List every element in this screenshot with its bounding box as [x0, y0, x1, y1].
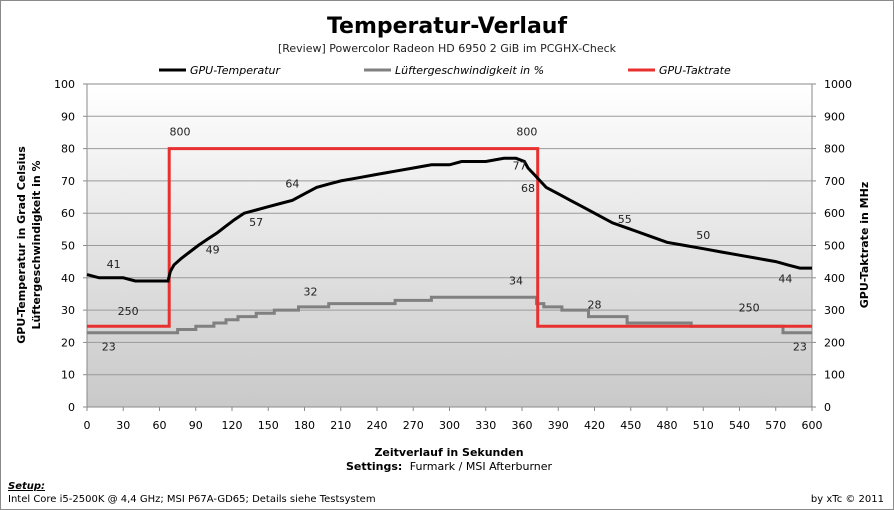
settings-label: Settings:	[346, 460, 402, 473]
y-tick-right: 800	[824, 143, 845, 156]
data-label: 64	[285, 177, 299, 190]
series-line-fan	[87, 295, 812, 335]
x-tick: 210	[330, 419, 351, 432]
y-axis-left-label-1: GPU-Temperatur in Grad Celsius	[15, 146, 28, 344]
legend: GPU-Temperatur Lüftergeschwindigkeit in …	[159, 64, 731, 77]
y-tick-left: 80	[61, 143, 75, 156]
data-label: 800	[516, 126, 537, 139]
legend-label-clock: GPU-Taktrate	[659, 64, 731, 77]
x-tick: 360	[512, 419, 533, 432]
x-tick: 150	[258, 419, 279, 432]
data-label: 57	[249, 216, 263, 229]
data-label: 23	[793, 340, 807, 353]
x-tick: 0	[84, 419, 91, 432]
data-label: 250	[739, 302, 760, 315]
credit: by xTc © 2011	[810, 494, 884, 505]
data-label: 23	[102, 340, 116, 353]
data-label: 800	[170, 126, 191, 139]
y-tick-right: 400	[824, 272, 845, 285]
y-tick-right: 200	[824, 336, 845, 349]
x-tick: 600	[802, 419, 823, 432]
data-label: 34	[509, 274, 523, 287]
setup-label: Setup:	[8, 481, 46, 492]
y-tick-left: 60	[61, 207, 75, 220]
y-tick-left: 10	[61, 369, 75, 382]
data-labels: 41 250 23 800 49 57 64 32 34 800 77 68 28 55 50 250 44 23	[102, 126, 807, 354]
data-label: 50	[696, 229, 710, 242]
x-tick: 270	[403, 419, 424, 432]
data-label: 32	[304, 286, 318, 299]
series-line-temperature	[86, 156, 812, 283]
x-tick: 90	[189, 419, 203, 432]
tick-labels: 0102030405060708090100010020030040050060…	[54, 78, 852, 432]
data-label: 55	[618, 213, 632, 226]
x-tick: 390	[548, 419, 569, 432]
y-axis-right-label: GPU-Taktrate in MHz	[858, 182, 871, 308]
x-tick: 540	[729, 419, 750, 432]
hardware-info: Intel Core i5-2500K @ 4,4 GHz; MSI P67A-…	[8, 494, 376, 505]
x-tick: 510	[693, 419, 714, 432]
y-axis-left-label-2: Lüftergeschwindigkeit in %	[30, 160, 43, 329]
data-label: 68	[521, 182, 535, 195]
data-label: 77	[513, 160, 527, 173]
data-label: 250	[118, 305, 139, 318]
x-tick: 570	[765, 419, 786, 432]
data-label: 44	[778, 273, 792, 286]
y-tick-right: 1000	[824, 78, 852, 91]
y-tick-left: 50	[61, 240, 75, 253]
x-tick: 420	[584, 419, 605, 432]
data-label: 49	[206, 244, 220, 257]
settings-value: Furmark / MSI Afterburner	[410, 460, 553, 473]
x-tick: 480	[657, 419, 678, 432]
x-tick: 120	[222, 419, 243, 432]
settings-line: Settings: Furmark / MSI Afterburner	[346, 460, 553, 473]
data-label: 41	[107, 258, 121, 271]
x-axis-label: Zeitverlauf in Sekunden	[374, 446, 523, 459]
series-line-clock	[87, 147, 812, 328]
y-tick-right: 900	[824, 110, 845, 123]
y-tick-right: 300	[824, 304, 845, 317]
chart-title: Temperatur-Verlauf	[327, 14, 567, 39]
x-tick: 450	[620, 419, 641, 432]
y-tick-left: 20	[61, 336, 75, 349]
y-tick-left: 100	[54, 78, 75, 91]
y-tick-right: 500	[824, 240, 845, 253]
x-tick: 30	[116, 419, 130, 432]
legend-label-temperature: GPU-Temperatur	[190, 64, 282, 77]
y-tick-right: 600	[824, 207, 845, 220]
x-tick: 300	[439, 419, 460, 432]
y-tick-right: 700	[824, 175, 845, 188]
x-tick: 330	[475, 419, 496, 432]
data-label: 28	[588, 298, 602, 311]
legend-label-fan: Lüftergeschwindigkeit in %	[395, 64, 544, 77]
y-tick-left: 90	[61, 110, 75, 123]
series-group	[86, 147, 812, 335]
y-tick-left: 40	[61, 272, 75, 285]
y-tick-left: 0	[68, 401, 75, 414]
y-tick-left: 30	[61, 304, 75, 317]
chart-subtitle: [Review] Powercolor Radeon HD 6950 2 GiB…	[278, 42, 617, 55]
y-tick-right: 100	[824, 369, 845, 382]
x-tick: 180	[294, 419, 315, 432]
x-tick: 240	[367, 419, 388, 432]
y-tick-left: 70	[61, 175, 75, 188]
x-tick: 60	[153, 419, 167, 432]
y-tick-right: 0	[824, 401, 831, 414]
